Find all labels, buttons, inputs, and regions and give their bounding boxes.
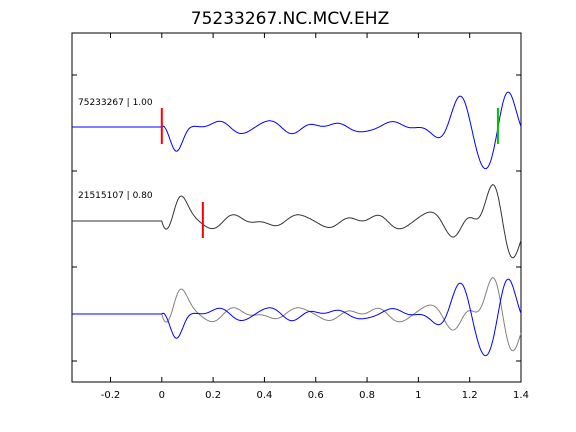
trace-label-top: 75233267 | 1.00: [78, 98, 153, 108]
trace-middle-line: [72, 184, 522, 259]
x-tick-label: 0.6: [308, 390, 324, 401]
y-axis-ticks: [72, 74, 521, 362]
x-tick-label: 1.4: [513, 390, 529, 401]
x-tick-label: -0.2: [101, 390, 121, 401]
x-tick-label: 1.2: [462, 390, 478, 401]
x-tick-label: 0.4: [256, 390, 272, 401]
x-tick-label: 0.8: [359, 390, 375, 401]
trace-overlay-blue-line: [72, 278, 522, 357]
x-tick-label: 0.2: [205, 390, 221, 401]
plot-frame: [71, 32, 522, 383]
trace-top-line: [72, 91, 522, 170]
trace-label-middle: 21515107 | 0.80: [78, 191, 153, 201]
chart-title: 75233267.NC.MCV.EHZ: [191, 9, 389, 29]
x-tick-label: 0: [159, 390, 165, 401]
x-axis-ticks: -0.2 0 0.2 0.4 0.6 0.8 1 1.2 1.4: [101, 33, 529, 401]
x-tick-label: 1: [415, 390, 421, 401]
waveform-traces: [72, 91, 522, 357]
